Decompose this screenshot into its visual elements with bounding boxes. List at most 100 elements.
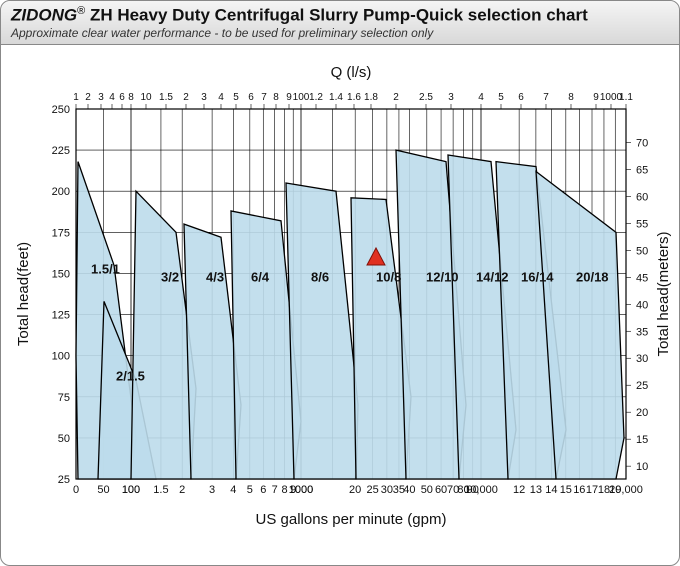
pump-region-label: 8/6 (311, 270, 329, 285)
x-bottom-tick: 1000 (289, 484, 313, 496)
x-bottom-tick: 14 (545, 484, 557, 496)
y-right-tick: 50 (636, 245, 648, 257)
x-bottom-tick: 3 (209, 484, 215, 496)
x-top-tick: 1.2 (309, 92, 323, 103)
y-left-tick: 150 (52, 268, 70, 280)
x-axis-bottom-title: US gallons per minute (gpm) (256, 511, 447, 528)
x-top-tick: 8 (128, 92, 134, 103)
pump-region-label: 12/10 (426, 270, 459, 285)
header: ZIDONG® ZH Heavy Duty Centrifugal Slurry… (1, 1, 679, 45)
x-top-tick: 3 (448, 92, 454, 103)
x-top-tick: 6 (248, 92, 254, 103)
x-top-tick: 4 (478, 92, 484, 103)
x-top-tick: 7 (543, 92, 549, 103)
y-left-tick: 200 (52, 186, 70, 198)
x-top-tick: 7 (261, 92, 267, 103)
x-bottom-tick: 100 (122, 484, 140, 496)
x-top-tick: 5 (233, 92, 239, 103)
x-bottom-tick: 20 (349, 484, 361, 496)
x-bottom-tick: 40 (403, 484, 415, 496)
x-top-tick: 2 (183, 92, 189, 103)
pump-region-label: 3/2 (161, 270, 179, 285)
x-top-tick: 8 (273, 92, 279, 103)
y-left-tick: 50 (58, 433, 70, 445)
pump-region-label: 1.5/1 (91, 261, 120, 276)
y-right-tick: 30 (636, 353, 648, 365)
x-bottom-tick: 0 (73, 484, 79, 496)
x-top-tick: 1.5 (159, 92, 173, 103)
chart-frame: ZIDONG® ZH Heavy Duty Centrifugal Slurry… (0, 0, 680, 566)
y-right-tick: 40 (636, 299, 648, 311)
x-bottom-tick: 25 (367, 484, 379, 496)
x-top-tick: 1.6 (347, 92, 361, 103)
chart-title: ZH Heavy Duty Centrifugal Slurry Pump-Qu… (85, 5, 588, 24)
x-bottom-tick: 15 (560, 484, 572, 496)
x-bottom-tick: 6 (260, 484, 266, 496)
x-top-tick: 5 (498, 92, 504, 103)
y-axis-left-title: Total head(feet) (15, 242, 32, 346)
pump-region-label: 4/3 (206, 270, 224, 285)
y-right-tick: 45 (636, 272, 648, 284)
x-axis-top-title: Q (l/s) (331, 64, 372, 81)
y-left-tick: 175 (52, 227, 70, 239)
reg-mark: ® (77, 5, 85, 17)
brand-name: ZIDONG (11, 5, 77, 24)
x-bottom-tick: 50 (421, 484, 433, 496)
x-bottom-tick: 17 (586, 484, 598, 496)
y-left-tick: 75 (58, 392, 70, 404)
y-right-tick: 35 (636, 326, 648, 338)
pump-region-label: 14/12 (476, 270, 509, 285)
chart-area: 2550751001251501752002252501015202530354… (1, 49, 680, 557)
x-top-tick: 1.4 (329, 92, 343, 103)
y-right-tick: 10 (636, 461, 648, 473)
x-top-tick: 3 (98, 92, 104, 103)
x-bottom-tick: 60 (435, 484, 447, 496)
y-right-tick: 20 (636, 407, 648, 419)
x-top-tick: 9 (286, 92, 292, 103)
y-right-tick: 25 (636, 380, 648, 392)
x-bottom-tick: 5 (247, 484, 253, 496)
y-right-tick: 55 (636, 218, 648, 230)
y-left-tick: 25 (58, 474, 70, 486)
x-top-tick: 1 (73, 92, 79, 103)
x-top-tick: 2 (393, 92, 399, 103)
y-right-tick: 60 (636, 191, 648, 203)
pump-chart-svg: 2550751001251501752002252501015202530354… (1, 49, 680, 557)
x-bottom-tick: 10,000 (464, 484, 498, 496)
x-bottom-tick: 1.5 (153, 484, 168, 496)
x-top-tick: 4 (218, 92, 224, 103)
x-bottom-tick: 2 (179, 484, 185, 496)
x-top-tick: 4 (109, 92, 115, 103)
x-bottom-tick: 16 (573, 484, 585, 496)
pump-region (286, 183, 358, 479)
y-right-tick: 70 (636, 137, 648, 149)
y-left-tick: 250 (52, 104, 70, 116)
x-top-tick: 9 (593, 92, 599, 103)
y-axis-right-title: Total head(meters) (655, 231, 672, 356)
pump-region-label: 2/1.5 (116, 368, 145, 383)
chart-subtitle: Approximate clear water performance - to… (11, 26, 669, 40)
x-top-tick: 6 (119, 92, 125, 103)
x-top-tick: 6 (518, 92, 524, 103)
y-left-tick: 100 (52, 351, 70, 363)
x-bottom-tick: 7 (272, 484, 278, 496)
x-top-tick: 1.8 (364, 92, 378, 103)
x-top-tick: 2.5 (419, 92, 433, 103)
x-bottom-tick: 30 (381, 484, 393, 496)
y-left-tick: 225 (52, 145, 70, 157)
x-bottom-tick: 4 (230, 484, 236, 496)
y-left-tick: 125 (52, 310, 70, 322)
x-bottom-tick: 13 (530, 484, 542, 496)
x-top-tick: 1.1 (619, 92, 633, 103)
y-right-tick: 65 (636, 164, 648, 176)
x-bottom-tick: 8 (281, 484, 287, 496)
pump-region-label: 6/4 (251, 270, 270, 285)
pump-region-label: 10/8 (376, 270, 401, 285)
x-top-tick: 8 (568, 92, 574, 103)
x-top-tick: 100 (293, 92, 310, 103)
x-top-tick: 2 (85, 92, 91, 103)
x-top-tick: 10 (140, 92, 152, 103)
x-top-tick: 3 (201, 92, 207, 103)
y-right-tick: 15 (636, 434, 648, 446)
x-bottom-tick: 20,000 (609, 484, 643, 496)
